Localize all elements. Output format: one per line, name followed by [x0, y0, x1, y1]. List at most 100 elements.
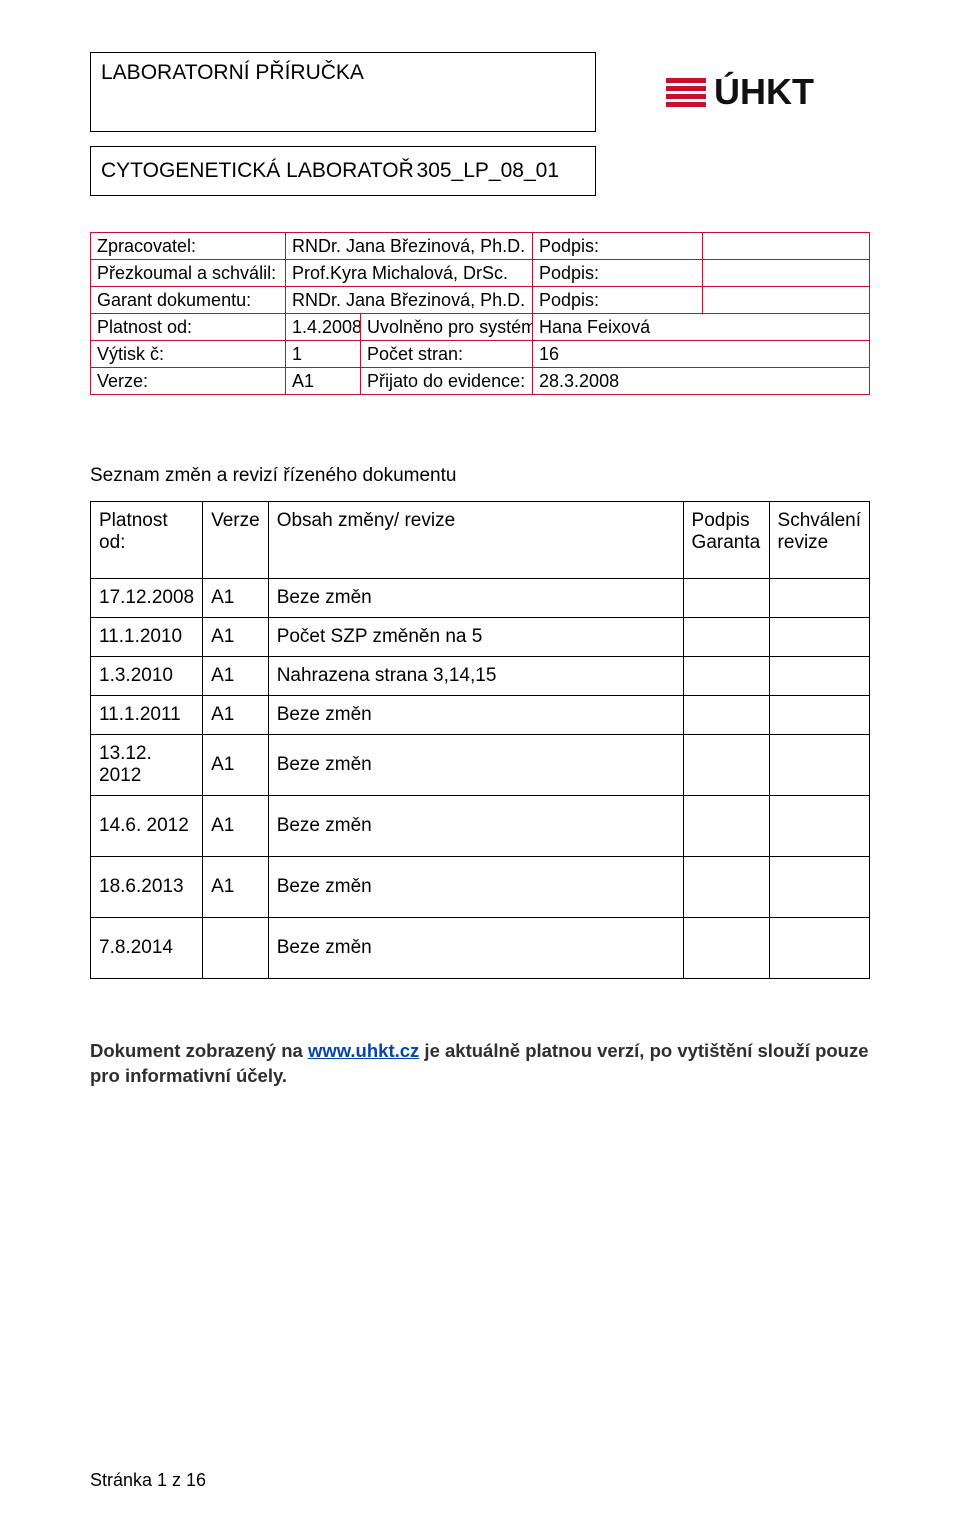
- meta-cell: 1.4.2008: [286, 314, 361, 341]
- rev-hdr-obsah: Obsah změny/ revize: [268, 502, 683, 579]
- section-title: Seznam změn a revizí řízeného dokumentu: [90, 465, 870, 487]
- rev-sig: [683, 579, 769, 618]
- metadata-table: Zpracovatel:RNDr. Jana Březinová, Ph.D.P…: [90, 232, 870, 395]
- meta-cell: RNDr. Jana Březinová, Ph.D.: [286, 233, 533, 260]
- rev-hdr-podpis: PodpisGaranta: [683, 502, 769, 579]
- rev-approve: [769, 735, 869, 796]
- meta-cell: Zpracovatel:: [91, 233, 286, 260]
- logo-bars-icon: [666, 78, 706, 107]
- doc-subtitle-box: CYTOGENETICKÁ LABORATOŘ 305_LP_08_01: [90, 146, 596, 196]
- meta-cell: 1: [286, 341, 361, 368]
- rev-date: 18.6.2013: [91, 857, 203, 918]
- rev-desc: Beze změn: [268, 796, 683, 857]
- revision-tbody: Platnostod:VerzeObsah změny/ revizePodpi…: [91, 502, 870, 979]
- rev-approve: [769, 618, 869, 657]
- rev-row: 11.1.2010A1Počet SZP změněn na 5: [91, 618, 870, 657]
- meta-cell: Podpis:: [533, 260, 703, 287]
- rev-approve: [769, 657, 869, 696]
- logo-text: ÚHKT: [714, 71, 814, 113]
- rev-row: 14.6. 2012A1Beze změn: [91, 796, 870, 857]
- meta-cell: Uvolněno pro systém:: [361, 314, 533, 341]
- meta-cell: RNDr. Jana Březinová, Ph.D.: [286, 287, 533, 314]
- meta-row: Přezkoumal a schválil:Prof.Kyra Michalov…: [91, 260, 870, 287]
- rev-sig: [683, 696, 769, 735]
- rev-header-row: Platnostod:VerzeObsah změny/ revizePodpi…: [91, 502, 870, 579]
- rev-date: 1.3.2010: [91, 657, 203, 696]
- rev-desc: Beze změn: [268, 857, 683, 918]
- notice-link[interactable]: www.uhkt.cz: [308, 1040, 419, 1061]
- header-row-1: LABORATORNÍ PŘÍRUČKA ÚHKT: [90, 52, 870, 132]
- meta-cell: Přijato do evidence:: [361, 368, 533, 395]
- doc-title-box: LABORATORNÍ PŘÍRUČKA: [90, 52, 596, 132]
- meta-cell: Garant dokumentu:: [91, 287, 286, 314]
- rev-version: A1: [203, 618, 269, 657]
- rev-date: 17.12.2008: [91, 579, 203, 618]
- rev-hdr-schvaleni: Schválenírevize: [769, 502, 869, 579]
- page-root: LABORATORNÍ PŘÍRUČKA ÚHKT CYTOGENETICKÁ …: [0, 0, 960, 1535]
- rev-date: 13.12. 2012: [91, 735, 203, 796]
- logo-box: ÚHKT: [610, 52, 870, 132]
- revision-table: Platnostod:VerzeObsah změny/ revizePodpi…: [90, 501, 870, 979]
- meta-row: Garant dokumentu:RNDr. Jana Březinová, P…: [91, 287, 870, 314]
- meta-cell: Počet stran:: [361, 341, 533, 368]
- rev-approve: [769, 796, 869, 857]
- notice-prefix: Dokument zobrazený na: [90, 1040, 308, 1061]
- doc-title: LABORATORNÍ PŘÍRUČKA: [101, 61, 364, 85]
- rev-desc: Beze změn: [268, 579, 683, 618]
- rev-hdr-platnost: Platnostod:: [91, 502, 203, 579]
- rev-sig: [683, 796, 769, 857]
- rev-hdr-verze: Verze: [203, 502, 269, 579]
- rev-approve: [769, 696, 869, 735]
- meta-cell: Podpis:: [533, 287, 703, 314]
- meta-cell: [703, 233, 870, 260]
- meta-cell: [703, 260, 870, 287]
- meta-cell: Podpis:: [533, 233, 703, 260]
- meta-cell: Výtisk č:: [91, 341, 286, 368]
- header-row-2: CYTOGENETICKÁ LABORATOŘ 305_LP_08_01: [90, 146, 870, 196]
- meta-cell: Verze:: [91, 368, 286, 395]
- rev-version: A1: [203, 696, 269, 735]
- meta-cell: [703, 287, 870, 314]
- meta-cell: Platnost od:: [91, 314, 286, 341]
- rev-desc: Nahrazena strana 3,14,15: [268, 657, 683, 696]
- rev-row: 7.8.2014Beze změn: [91, 918, 870, 979]
- metadata-tbody: Zpracovatel:RNDr. Jana Březinová, Ph.D.P…: [91, 233, 870, 395]
- rev-row: 18.6.2013A1Beze změn: [91, 857, 870, 918]
- rev-desc: Beze změn: [268, 696, 683, 735]
- meta-cell: Přezkoumal a schválil:: [91, 260, 286, 287]
- uhkt-logo: ÚHKT: [666, 71, 814, 113]
- rev-approve: [769, 857, 869, 918]
- rev-version: A1: [203, 857, 269, 918]
- rev-sig: [683, 618, 769, 657]
- rev-version: A1: [203, 796, 269, 857]
- meta-row: Výtisk č:1Počet stran:16: [91, 341, 870, 368]
- meta-row: Platnost od:1.4.2008Uvolněno pro systém:…: [91, 314, 870, 341]
- rev-desc: Beze změn: [268, 918, 683, 979]
- rev-version: [203, 918, 269, 979]
- rev-date: 11.1.2010: [91, 618, 203, 657]
- rev-approve: [769, 579, 869, 618]
- meta-cell: 16: [533, 341, 870, 368]
- header-blank-box: [610, 146, 870, 196]
- rev-date: 11.1.2011: [91, 696, 203, 735]
- notice-text: Dokument zobrazený na www.uhkt.cz je akt…: [90, 1039, 870, 1089]
- rev-approve: [769, 918, 869, 979]
- meta-cell: Prof.Kyra Michalová, DrSc.: [286, 260, 533, 287]
- doc-code: 305_LP_08_01: [417, 159, 559, 183]
- rev-sig: [683, 918, 769, 979]
- meta-cell: Hana Feixová: [533, 314, 870, 341]
- rev-desc: Počet SZP změněn na 5: [268, 618, 683, 657]
- meta-row: Zpracovatel:RNDr. Jana Březinová, Ph.D.P…: [91, 233, 870, 260]
- rev-row: 11.1.2011A1Beze změn: [91, 696, 870, 735]
- rev-sig: [683, 657, 769, 696]
- rev-sig: [683, 735, 769, 796]
- rev-version: A1: [203, 579, 269, 618]
- rev-desc: Beze změn: [268, 735, 683, 796]
- rev-row: 13.12. 2012A1Beze změn: [91, 735, 870, 796]
- meta-cell: 28.3.2008: [533, 368, 870, 395]
- page-number: Stránka 1 z 16: [90, 1470, 206, 1491]
- doc-subtitle-left: CYTOGENETICKÁ LABORATOŘ: [101, 159, 414, 183]
- rev-sig: [683, 857, 769, 918]
- meta-cell: A1: [286, 368, 361, 395]
- rev-date: 14.6. 2012: [91, 796, 203, 857]
